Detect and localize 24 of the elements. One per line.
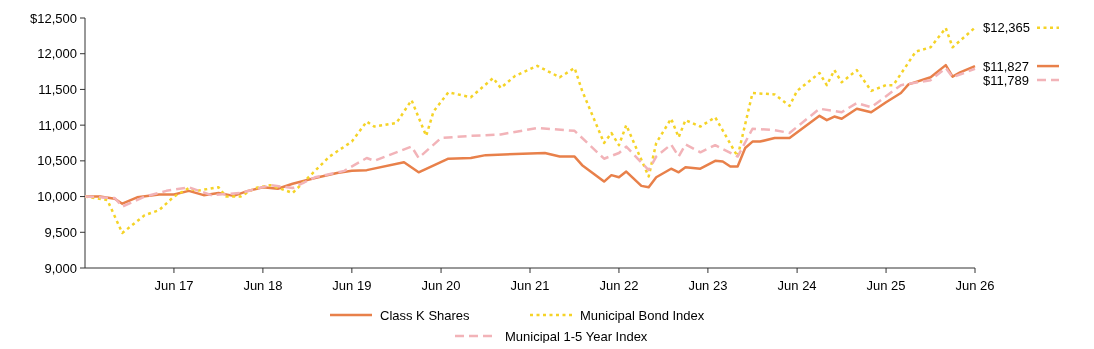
annotation: $11,827 [983, 58, 1030, 74]
x-tick-label: Jun 21 [510, 278, 550, 293]
x-tick-label: Jun 18 [243, 278, 283, 293]
legend-label: Municipal Bond Index [580, 307, 705, 323]
y-tick-label: $12,500 [30, 10, 77, 26]
y-tick-label: 11,500 [38, 81, 77, 97]
y-tick-label: 9,000 [44, 260, 77, 276]
x-tick-label: Jun 17 [154, 278, 194, 293]
annotation: $11,789 [983, 72, 1030, 88]
y-tick-label: 10,500 [37, 153, 77, 169]
annotation: $12,365 [983, 20, 1030, 36]
x-tick-label: Jun 26 [955, 278, 995, 293]
x-tick-label: Jun 25 [866, 278, 906, 293]
legend-label: Class K Shares [380, 307, 471, 323]
x-tick-label: Jun 20 [421, 278, 461, 293]
y-tick-label: 10,000 [37, 189, 77, 205]
legend-label: Municipal 1-5 Year Index [505, 328, 648, 344]
x-tick-label: Jun 22 [599, 278, 639, 293]
x-tick-label: Jun 23 [688, 278, 728, 293]
x-tick-label: Jun 24 [777, 278, 817, 293]
x-tick-label: Jun 19 [332, 278, 372, 293]
y-tick-label: 11,000 [38, 117, 77, 133]
y-tick-label: 9,500 [44, 224, 77, 240]
y-tick-label: 12,000 [37, 46, 77, 62]
